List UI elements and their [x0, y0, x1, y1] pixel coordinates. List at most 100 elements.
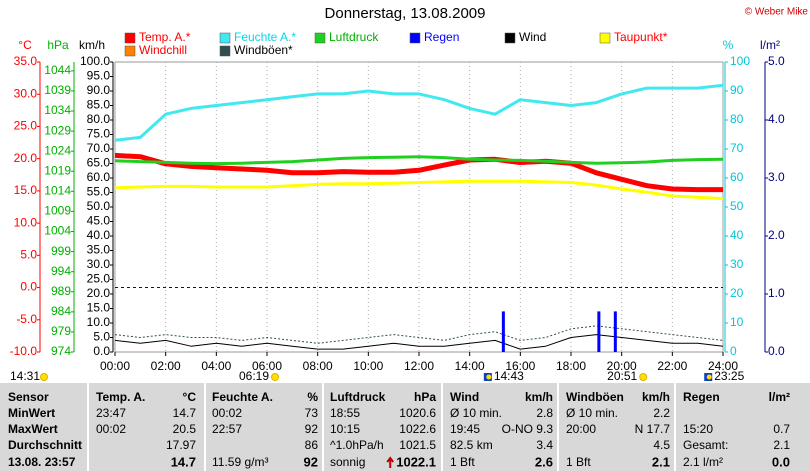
y-tick-label: 974 — [51, 344, 71, 358]
y-tick-label: -10.0 — [10, 344, 38, 358]
sun-icon — [40, 373, 48, 381]
table-cell: 2.2 — [653, 406, 670, 420]
y-tick-label: 5.0 — [768, 54, 785, 68]
axis-title: l/m² — [760, 38, 780, 52]
table-cell: 1022.1 — [396, 454, 436, 469]
y-tick-label: 80.0 — [87, 112, 111, 126]
table-cell: sonnig — [330, 455, 365, 469]
table-cell: 92 — [305, 422, 319, 436]
y-tick-label: 10 — [730, 315, 744, 329]
table-cell: l/m² — [769, 390, 790, 404]
trend-arrow — [386, 456, 395, 468]
sun-icon — [271, 373, 280, 381]
y-tick-label: 40 — [730, 228, 744, 242]
table-cell: N 17.7 — [635, 422, 671, 436]
y-tick-label: 1029 — [44, 123, 71, 137]
y-tick-label: 100 — [730, 54, 750, 68]
table-cell: Windböen — [566, 390, 624, 404]
y-tick-label: 80 — [730, 112, 744, 126]
axis-title: km/h — [79, 38, 105, 52]
x-tick-label: 24:00 — [708, 359, 738, 373]
y-tick-label: 85.0 — [87, 98, 111, 112]
y-tick-label: 1044 — [44, 63, 71, 77]
legend-swatch — [409, 32, 421, 44]
table-cell: Durchschnitt — [8, 438, 82, 452]
x-tick-label: 20:00 — [607, 359, 637, 373]
table-cell: Gesamt: — [683, 438, 728, 452]
table-cell: MinWert — [8, 406, 55, 420]
time-marker-label: 23:25 — [714, 369, 744, 383]
y-tick-label: 90.0 — [87, 83, 111, 97]
table-cell: 17.97 — [166, 438, 196, 452]
y-tick-label: 994 — [51, 264, 71, 278]
table-cell: 14.7 — [171, 454, 196, 469]
axis-title: hPa — [47, 38, 69, 52]
rain-bar — [597, 311, 601, 352]
x-tick-label: 06:00 — [252, 359, 282, 373]
series-line — [114, 325, 724, 344]
table-cell: km/h — [525, 390, 553, 404]
legend-swatch — [219, 45, 231, 57]
table-cell: Temp. A. — [96, 390, 145, 404]
table-cell: Sensor — [8, 390, 49, 404]
x-tick-label: 04:00 — [201, 359, 231, 373]
table-cell: 00:02 — [96, 422, 126, 436]
table-cell: 20.5 — [173, 422, 197, 436]
legend-swatch — [314, 32, 326, 44]
table-cell: 82.5 km — [450, 438, 493, 452]
table-cell: 00:02 — [212, 406, 242, 420]
table-cell: MaxWert — [8, 422, 58, 436]
y-tick-label: 3.0 — [768, 170, 785, 184]
y-tick-label: 5.0 — [93, 330, 110, 344]
table-cell: 0.0 — [772, 454, 790, 469]
table-cell: 11.59 g/m³ — [212, 455, 268, 469]
y-tick-label: 1004 — [44, 224, 71, 238]
table-cell: 20:00 — [566, 422, 596, 436]
table-cell: 15:20 — [683, 422, 713, 436]
y-tick-label: 15.0 — [14, 183, 38, 197]
y-tick-label: 30.0 — [14, 86, 38, 100]
table-cell: 1020.6 — [399, 406, 436, 420]
x-tick-label: 16:00 — [505, 359, 535, 373]
y-tick-label: 1034 — [44, 103, 71, 117]
table-cell: 2.1 — [652, 454, 670, 469]
y-tick-label: 0 — [730, 344, 737, 358]
y-tick-label: 20.0 — [14, 151, 38, 165]
table-cell: 1021.5 — [399, 438, 436, 452]
table-cell: 92 — [304, 454, 318, 469]
x-tick-label: 02:00 — [151, 359, 181, 373]
y-tick-label: 989 — [51, 284, 71, 298]
y-tick-label: 40.0 — [87, 228, 111, 242]
y-tick-label: 90 — [730, 83, 744, 97]
y-tick-label: 45.0 — [87, 214, 111, 228]
table-cell: 0.7 — [773, 422, 790, 436]
legend-label: Windböen* — [234, 43, 293, 57]
y-tick-label: 70.0 — [87, 141, 111, 155]
y-tick-label: 30.0 — [87, 257, 111, 271]
table-cell: % — [307, 390, 318, 404]
y-tick-label: 1014 — [44, 184, 71, 198]
legend-label: Windchill — [139, 43, 187, 57]
legend-swatch — [504, 32, 516, 44]
legend-swatch — [124, 32, 136, 44]
rain-bar — [501, 311, 505, 352]
y-tick-label: 70 — [730, 141, 744, 155]
sun-icon — [639, 373, 648, 381]
y-tick-label: 25.0 — [87, 272, 111, 286]
table-cell: Feuchte A. — [212, 390, 273, 404]
y-tick-label: 35.0 — [14, 54, 38, 68]
table-cell: 2.6 — [535, 454, 553, 469]
table-cell: hPa — [414, 390, 436, 404]
legend-label: Taupunkt* — [614, 30, 668, 44]
series-line — [114, 179, 724, 201]
table-cell: °C — [183, 390, 197, 404]
legend-label: Wind — [519, 30, 546, 44]
legend-label: Regen — [424, 30, 459, 44]
x-tick-label: 14:00 — [455, 359, 485, 373]
y-tick-label: -5.0 — [16, 312, 37, 326]
table-cell: 86 — [305, 438, 319, 452]
table-cell: ^1.0hPa/h — [330, 438, 384, 452]
moon-shine — [706, 374, 712, 380]
table-cell: Luftdruck — [330, 390, 386, 404]
y-tick-label: 999 — [51, 244, 71, 258]
